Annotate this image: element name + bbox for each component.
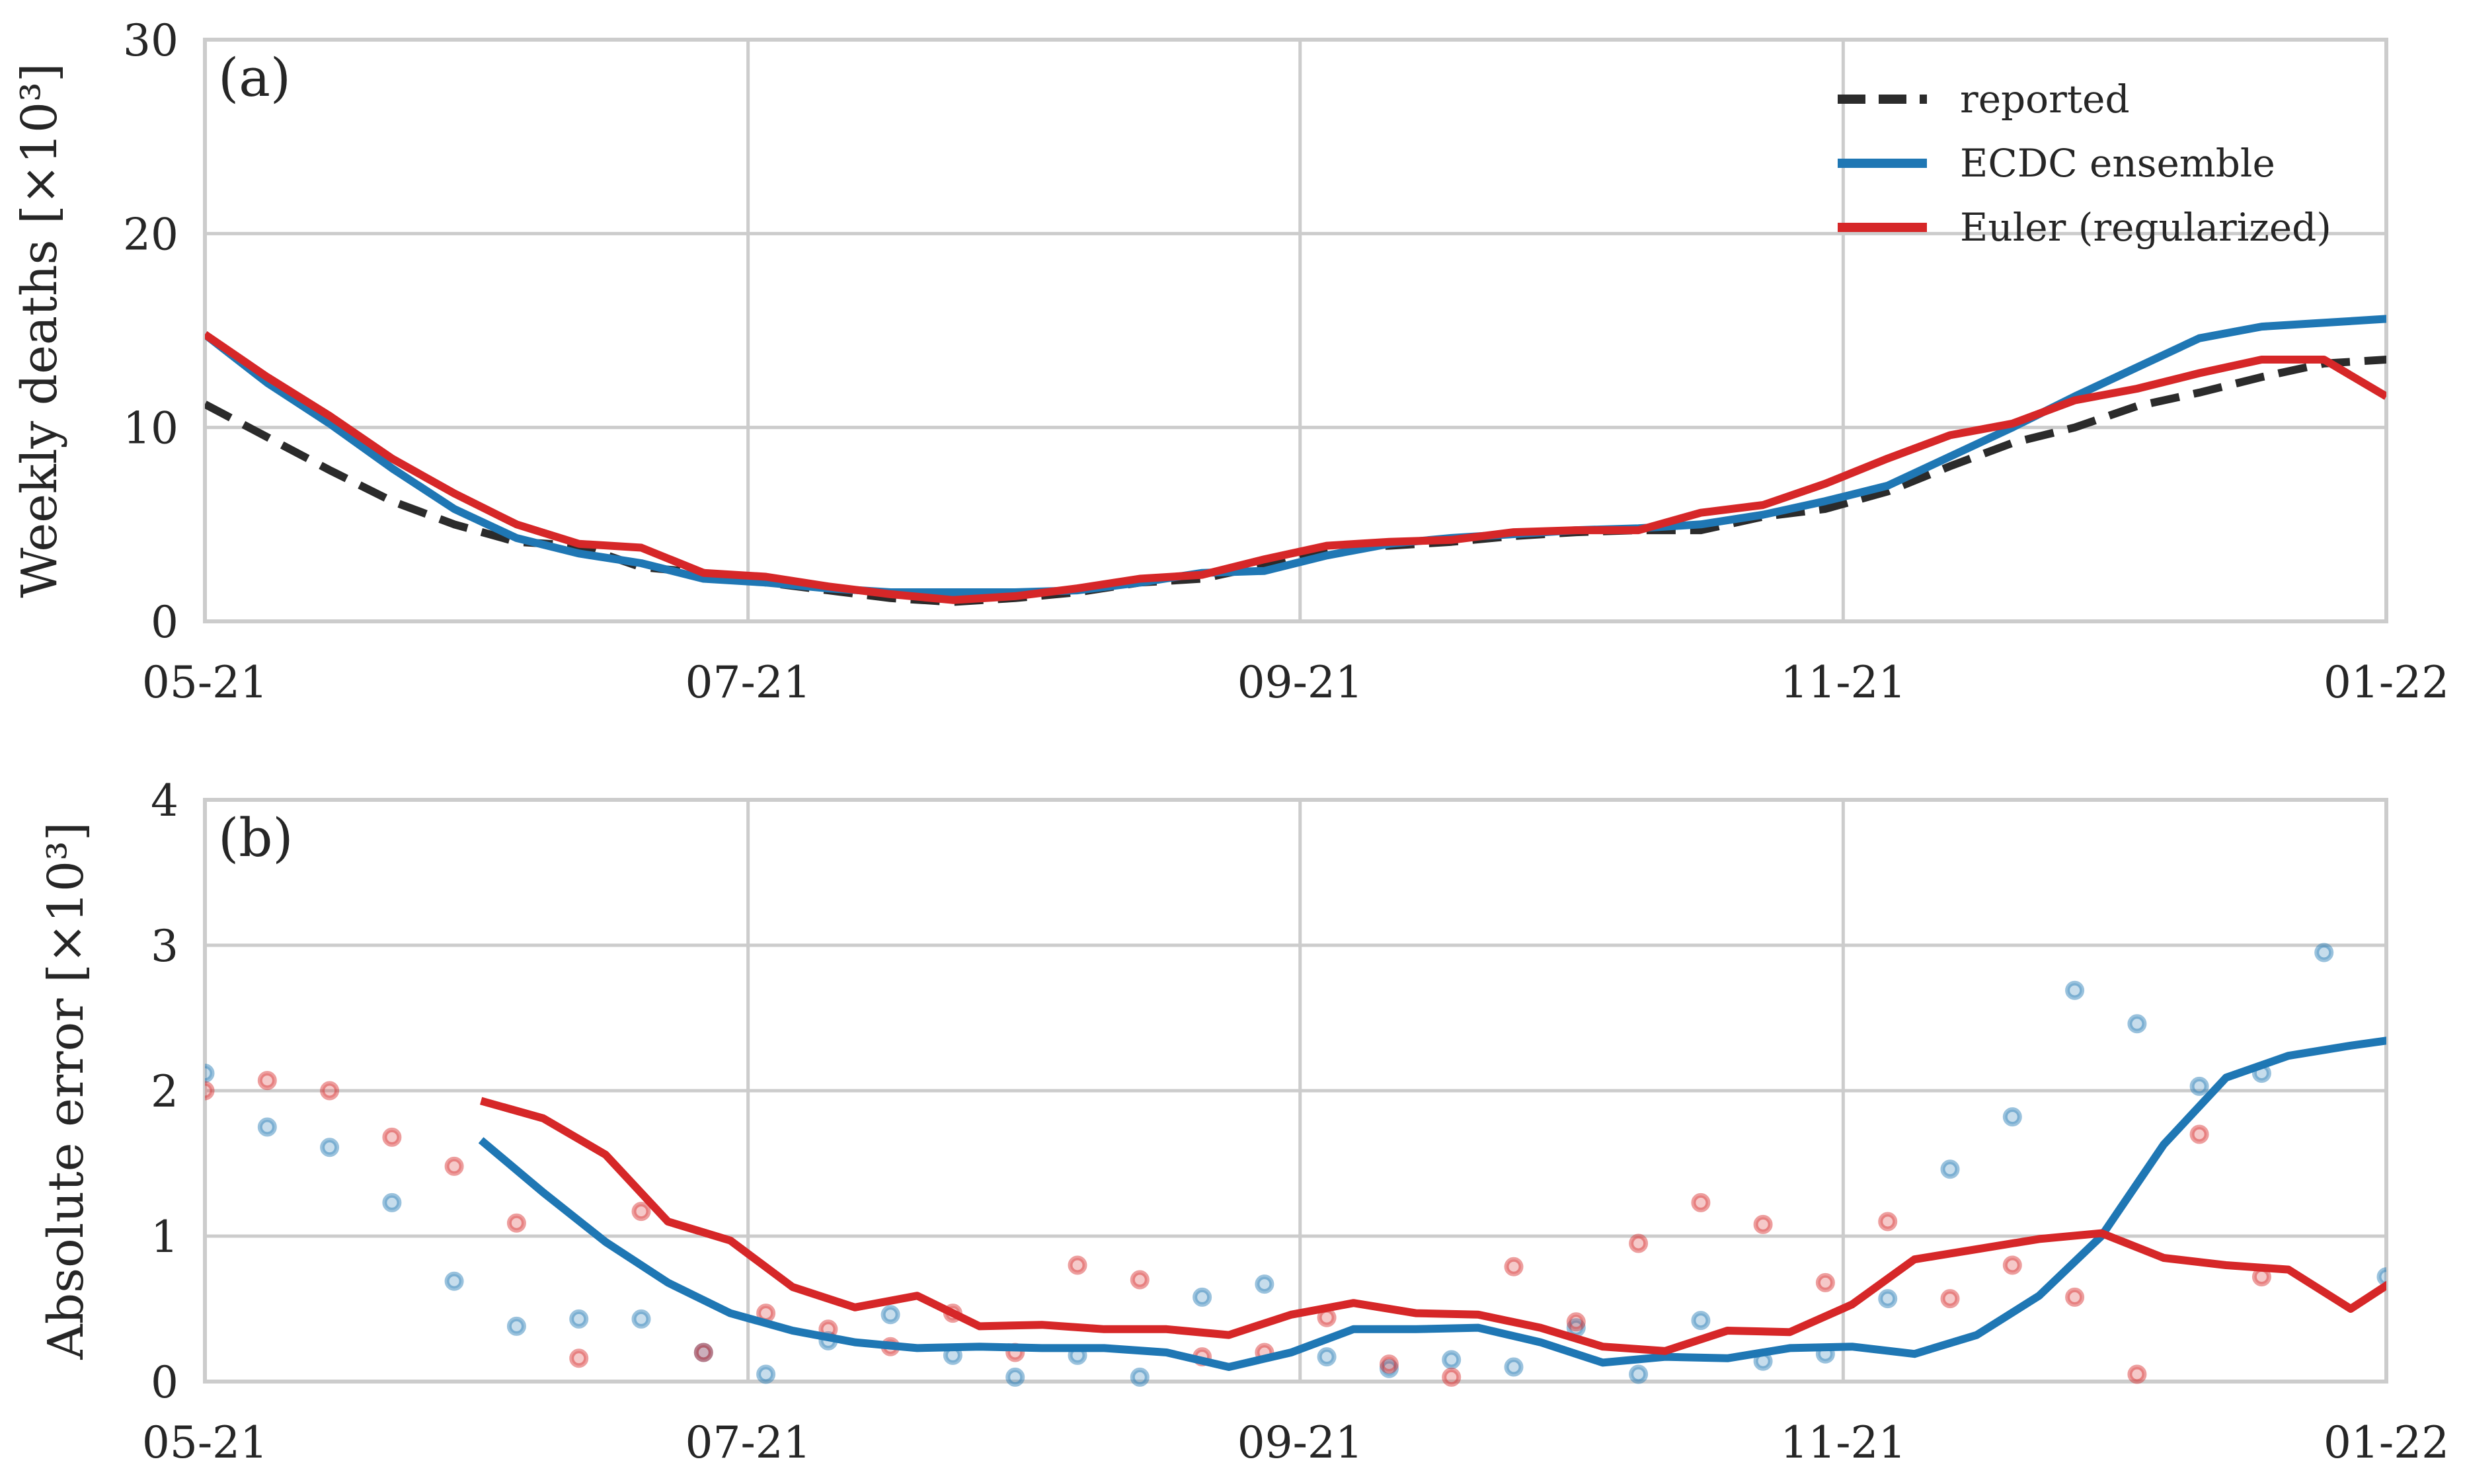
euler-scatter-point <box>1940 1289 1960 1309</box>
ecdc-scatter-point <box>1629 1364 1649 1384</box>
ecdc-scatter-point <box>1691 1311 1711 1331</box>
y-tick-label: 2 <box>151 1066 178 1117</box>
panel-b-y-axis-label: Absolute error [×10³] <box>38 822 95 1360</box>
euler-scatter-point <box>205 1081 215 1101</box>
panel-b-grid <box>205 800 2386 1382</box>
ecdc-scatter-point <box>756 1364 776 1384</box>
euler-scatter-point <box>382 1127 402 1147</box>
legend: reported ECDC ensemble Euler (regularize… <box>1838 77 2331 250</box>
y-tick-label: 0 <box>151 597 178 648</box>
ecdc-scatter-point <box>506 1316 526 1336</box>
y-tick-label: 0 <box>151 1357 178 1408</box>
ecdc-scatter-point <box>2189 1076 2209 1096</box>
y-tick-label: 30 <box>123 15 178 66</box>
y-tick-label: 20 <box>123 209 178 260</box>
x-tick-label: 09-21 <box>1237 657 1363 708</box>
x-tick-label: 11-21 <box>1780 657 1906 708</box>
ecdc-scatter-point <box>1878 1289 1898 1309</box>
ecdc-scatter-point <box>693 1343 713 1362</box>
ecdc-scatter-point <box>1255 1274 1274 1294</box>
ecdc-scatter-point <box>2314 943 2334 962</box>
ecdc-scatter-point <box>880 1305 900 1325</box>
euler-scatter-point <box>693 1343 713 1362</box>
y-tick-label: 4 <box>151 775 178 826</box>
euler-scatter-point <box>320 1081 340 1101</box>
euler-scatter-point <box>1629 1233 1649 1253</box>
panel-b-absolute-error: 0 1 2 3 4 05-21 07-21 09-21 11-21 01-22 (b) Abso… <box>38 775 2449 1468</box>
series-line-reported <box>205 356 2386 606</box>
ecdc-scatter-point <box>205 1064 215 1083</box>
panel-a-y-axis-label: Weekly deaths [×10³] <box>11 63 68 598</box>
euler-scatter-point <box>1878 1212 1898 1231</box>
euler-scatter-point <box>2002 1255 2022 1275</box>
ecdc-scatter-point <box>320 1138 340 1157</box>
euler-scatter-point <box>631 1202 651 1222</box>
panel-b-scatter-points <box>205 943 2386 1387</box>
panel-a-series <box>205 315 2386 606</box>
x-tick-label: 01-22 <box>2324 657 2449 708</box>
y-tick-label: 1 <box>151 1212 178 1263</box>
x-tick-label: 01-22 <box>2324 1417 2449 1468</box>
ecdc-scatter-point <box>1379 1358 1399 1378</box>
series-line-ecdc-ensemble <box>205 315 2386 596</box>
ecdc-scatter-point <box>444 1271 464 1291</box>
panel-a-frame <box>203 38 2388 623</box>
ecdc-scatter-point <box>2127 1014 2147 1034</box>
panel-b-x-ticks: 05-21 07-21 09-21 11-21 01-22 <box>142 1417 2449 1468</box>
ecdc-scatter-point <box>1442 1350 1462 1370</box>
x-tick-label: 11-21 <box>1780 1417 1906 1468</box>
panel-b-label: (b) <box>218 807 293 869</box>
panel-b-y-ticks: 0 1 2 3 4 <box>151 775 178 1408</box>
legend-ecdc-label: ECDC ensemble <box>1960 141 2275 186</box>
euler-scatter-point <box>257 1071 277 1091</box>
euler-scatter-point <box>2065 1287 2085 1307</box>
ecdc-scatter-point <box>1193 1287 1212 1307</box>
panel-b-series <box>478 1036 2386 1371</box>
legend-euler-label: Euler (regularized) <box>1960 205 2331 250</box>
panel-a-weekly-deaths: 0 10 20 30 05-21 07-21 09-21 11-21 01-22 (a) We… <box>11 15 2449 708</box>
ecdc-scatter-point <box>569 1309 589 1329</box>
ecdc-scatter-point <box>2065 980 2085 1000</box>
ecdc-scatter-point <box>1130 1367 1150 1387</box>
euler-scatter-point <box>1753 1214 1773 1234</box>
series-line-ecdc <box>478 1036 2386 1371</box>
ecdc-scatter-point <box>257 1117 277 1137</box>
euler-scatter-point <box>2189 1124 2209 1144</box>
panel-a-grid <box>205 40 2386 621</box>
panel-a-x-ticks: 05-21 07-21 09-21 11-21 01-22 <box>142 657 2449 708</box>
euler-scatter-point <box>444 1156 464 1176</box>
panel-a-label: (a) <box>218 47 291 108</box>
legend-reported-label: reported <box>1960 77 2130 122</box>
euler-scatter-point <box>506 1213 526 1233</box>
ecdc-scatter-point <box>1504 1357 1524 1377</box>
ecdc-scatter-point <box>1005 1367 1025 1387</box>
ecdc-scatter-point <box>631 1309 651 1329</box>
euler-scatter-point <box>1379 1354 1399 1374</box>
series-line-euler-regularized <box>205 331 2386 604</box>
x-tick-label: 07-21 <box>685 1417 810 1468</box>
x-tick-label: 05-21 <box>142 657 268 708</box>
euler-scatter-point <box>569 1348 589 1368</box>
x-tick-label: 05-21 <box>142 1417 268 1468</box>
ecdc-scatter-point <box>1940 1159 1960 1179</box>
euler-scatter-point <box>1130 1270 1150 1290</box>
euler-scatter-point <box>1442 1367 1462 1387</box>
euler-scatter-point <box>1068 1255 1087 1275</box>
euler-scatter-point <box>1815 1272 1835 1292</box>
euler-scatter-point <box>2127 1364 2147 1384</box>
y-tick-label: 3 <box>151 921 178 972</box>
ecdc-scatter-point <box>2002 1107 2022 1127</box>
ecdc-scatter-point <box>382 1192 402 1212</box>
x-tick-label: 07-21 <box>685 657 810 708</box>
panel-a-y-ticks: 0 10 20 30 <box>123 15 178 648</box>
euler-scatter-point <box>1504 1257 1524 1276</box>
euler-scatter-point <box>1691 1192 1711 1212</box>
ecdc-scatter-point <box>1317 1347 1337 1367</box>
ecdc-scatter-point <box>2376 1267 2386 1287</box>
y-tick-label: 10 <box>123 403 178 454</box>
series-line-euler <box>479 1097 2386 1355</box>
x-tick-label: 09-21 <box>1237 1417 1363 1468</box>
euler-scatter-point <box>1566 1312 1586 1332</box>
